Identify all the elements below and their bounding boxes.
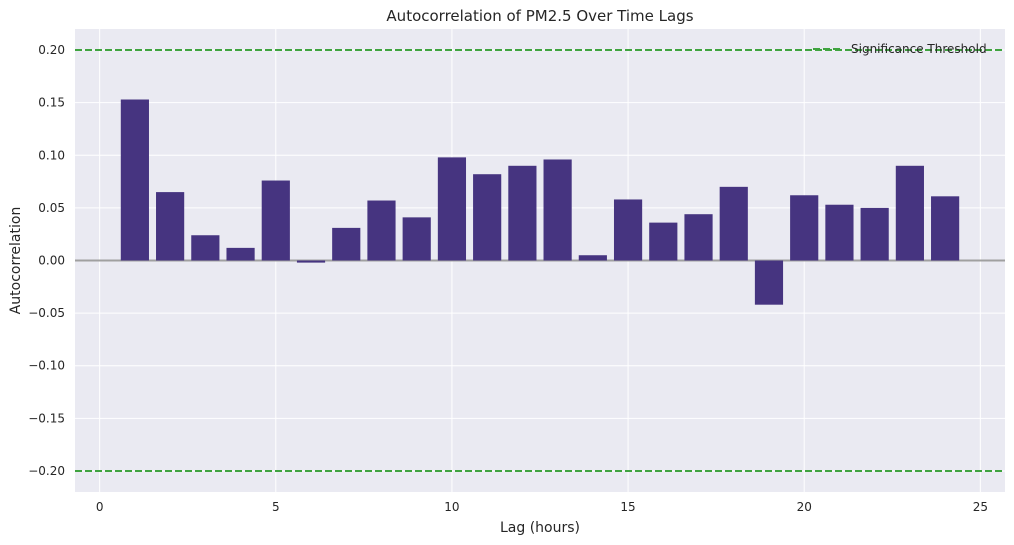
bar-lag-23 [895, 165, 924, 261]
bar-lag-15 [613, 199, 643, 261]
legend-label-significance-threshold: Significance Threshold [851, 42, 987, 56]
x-tick-label: 20 [797, 500, 812, 514]
x-tick-label: 5 [272, 500, 280, 514]
bar-lag-18 [719, 186, 748, 261]
bar-lag-20 [790, 195, 819, 261]
bar-lag-19 [754, 260, 784, 305]
bar-lag-10 [437, 157, 467, 261]
bar-lag-8 [367, 200, 396, 261]
bar-lag-12 [508, 165, 537, 261]
y-tick-label: 0.15 [38, 96, 65, 110]
bar-lag-24 [931, 196, 960, 261]
y-axis-label: Autocorrelation [8, 207, 24, 315]
y-tick-label: −0.05 [28, 306, 65, 320]
bar-lag-16 [649, 222, 678, 261]
x-tick-labels: 0 5 10 15 20 25 [96, 500, 988, 514]
bars [120, 99, 960, 305]
bar-lag-5 [261, 180, 290, 261]
x-tick-label: 15 [620, 500, 635, 514]
bar-lag-3 [191, 235, 220, 261]
x-tick-label: 0 [96, 500, 104, 514]
threshold-lines [75, 49, 1005, 472]
y-tick-labels: −0.20 −0.15 −0.10 −0.05 0.00 0.05 0.10 0.15 0.20 [28, 43, 65, 478]
bar-lag-11 [473, 174, 502, 261]
bar-lag-7 [332, 227, 361, 261]
x-tick-label: 25 [973, 500, 988, 514]
y-tick-label: −0.10 [28, 359, 65, 373]
bar-lag-2 [156, 192, 185, 261]
bar-lag-22 [860, 207, 889, 261]
legend: Significance Threshold [813, 42, 987, 56]
bar-lag-14 [578, 255, 607, 261]
bar-lag-9 [402, 217, 431, 261]
chart-title: Autocorrelation of PM2.5 Over Time Lags [386, 7, 693, 25]
bar-lag-1 [120, 99, 149, 261]
bar-lag-6 [296, 260, 326, 263]
bar-lag-13 [543, 159, 572, 261]
x-tick-label: 10 [444, 500, 459, 514]
y-tick-label: 0.20 [38, 43, 65, 57]
bar-lag-4 [226, 247, 255, 261]
y-tick-label: 0.05 [38, 201, 65, 215]
bar-lag-21 [825, 204, 854, 261]
y-tick-label: −0.15 [28, 411, 65, 425]
y-tick-label: 0.00 [38, 254, 65, 268]
x-axis-label: Lag (hours) [500, 520, 580, 536]
bar-lag-17 [684, 214, 713, 261]
y-tick-label: 0.10 [38, 148, 65, 162]
y-tick-label: −0.20 [28, 464, 65, 478]
